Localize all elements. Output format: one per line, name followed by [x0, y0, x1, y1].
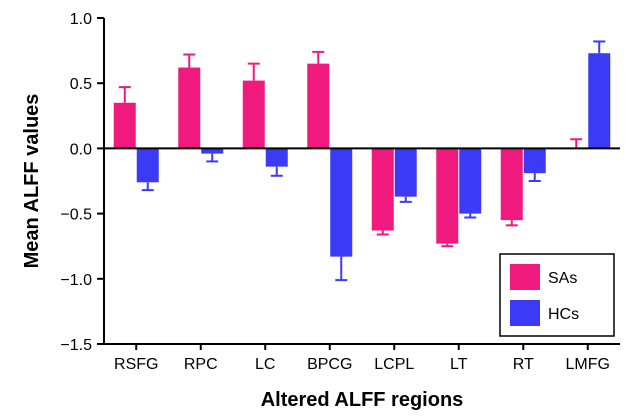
legend: SAs HCs: [499, 253, 615, 337]
bar-hcs-rt: [523, 148, 546, 174]
bar-sas-rpc: [178, 67, 201, 149]
x-axis: RSFG RPC LC BPCG LCPL LT RT LMFG: [104, 343, 620, 373]
x-tick-label: BPCG: [307, 356, 352, 373]
bar-sas-rt: [500, 148, 523, 221]
y-axis: 1.0 0.5 0.0 −0.5 −1.0 −1.5: [60, 11, 105, 354]
x-tick-label: LCPL: [374, 356, 414, 373]
y-tick-label: −1.5: [60, 337, 92, 354]
bar-hcs-lc: [265, 148, 288, 167]
x-tick-label: RPC: [184, 356, 218, 373]
y-tick-label: −1.0: [60, 272, 92, 289]
bar-sas-lc: [242, 80, 265, 149]
bar-sas-lt: [436, 148, 459, 244]
y-tick-label: 0.5: [70, 76, 92, 93]
x-tick-label: LMFG: [566, 356, 610, 373]
bar-sas-rsfg: [113, 102, 136, 149]
x-tick-label: LC: [255, 356, 275, 373]
legend-swatch-hcs: [510, 300, 540, 326]
bars: [104, 40, 620, 282]
bar-hcs-lcpl: [394, 148, 417, 197]
bar-hcs-rsfg: [136, 148, 159, 183]
legend-swatch-sas: [510, 264, 540, 290]
y-tick-label: 1.0: [70, 11, 92, 28]
x-tick-label: LT: [450, 356, 468, 373]
y-tick-label: 0.0: [70, 141, 92, 158]
x-tick-label: RSFG: [114, 356, 158, 373]
x-tick-label: RT: [513, 356, 534, 373]
y-axis-title: Mean ALFF values: [21, 94, 43, 269]
bar-hcs-bpcg: [330, 148, 353, 257]
bar-hcs-rpc: [201, 148, 224, 154]
bar-hcs-lmfg: [588, 53, 611, 149]
bar-sas-bpcg: [307, 63, 330, 149]
legend-label-sas: SAs: [548, 270, 577, 287]
x-axis-title: Altered ALFF regions: [261, 389, 464, 411]
legend-label-hcs: HCs: [548, 306, 579, 323]
bar-hcs-lt: [459, 148, 482, 214]
bar-sas-lcpl: [371, 148, 394, 231]
y-tick-label: −0.5: [60, 207, 92, 224]
